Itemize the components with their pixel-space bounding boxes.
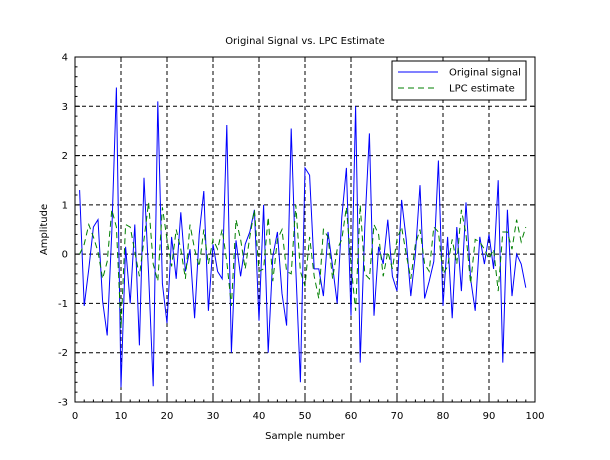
x-tick-label: 70 [391,411,404,422]
y-tick-label: 2 [62,151,68,162]
x-tick-label: 90 [483,411,496,422]
series-line-lpc-estimate [79,202,527,329]
grid [75,57,535,402]
y-tick-label: -2 [58,348,68,359]
legend-box [391,60,527,101]
series-line-original-signal [79,87,527,388]
x-tick-label: 30 [207,411,220,422]
x-axis-title: Sample number [265,431,346,442]
legend-label-original-signal: Original signal [449,68,521,79]
x-tick-label: 0 [72,411,78,422]
x-tick-label: 40 [253,411,266,422]
y-tick-label: 0 [62,250,68,261]
y-tick-label: -3 [58,398,68,409]
legend-label-lpc-estimate: LPC estimate [449,84,515,95]
y-tick-label: 3 [62,102,68,113]
axis-ticks: 0 10 20 30 40 50 60 70 80 90 100 -3 -2 -1 0 1 2 3 4 [58,53,545,423]
y-tick-label: 1 [62,200,68,211]
legend: Original signal LPC estimate [391,60,527,101]
chart-title: Original Signal vs. LPC Estimate [225,36,385,47]
x-tick-label: 100 [525,411,544,422]
series-layer [79,87,527,388]
y-tick-label: -1 [58,299,68,310]
x-tick-label: 60 [345,411,358,422]
x-tick-label: 80 [437,411,450,422]
x-tick-label: 10 [115,411,128,422]
y-tick-label: 4 [62,53,68,64]
x-tick-label: 20 [161,411,174,422]
y-axis-title: Amplitude [39,204,50,255]
x-tick-label: 50 [299,411,312,422]
